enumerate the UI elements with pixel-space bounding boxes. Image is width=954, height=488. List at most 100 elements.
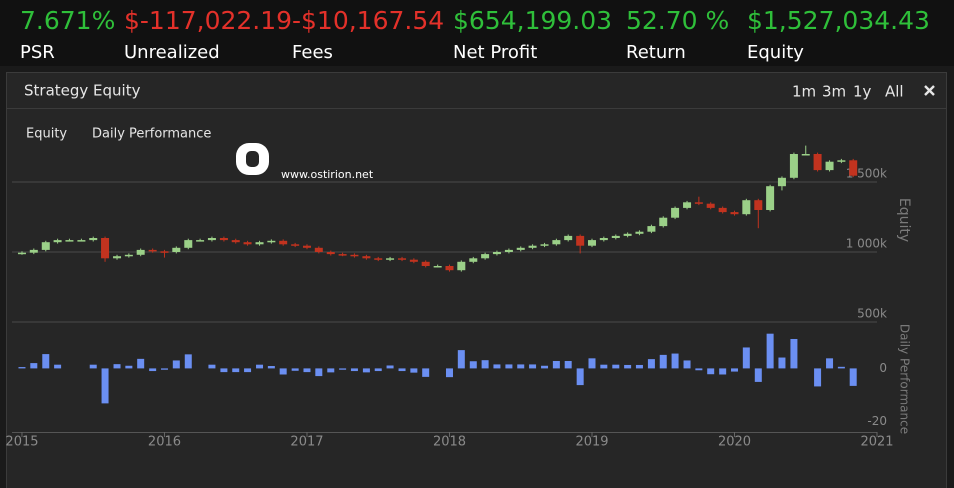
candle-body (599, 238, 608, 241)
bar (529, 364, 537, 369)
candle-body (29, 249, 38, 253)
bar (220, 368, 228, 373)
candle-body (706, 203, 715, 208)
candle-body (576, 235, 585, 246)
bar (754, 368, 762, 382)
x-tick-label: 2021 (860, 435, 893, 450)
watermark-text: www.ostirion.net (281, 168, 374, 181)
bar (386, 365, 394, 369)
bar (659, 354, 667, 369)
candle-body (267, 240, 276, 243)
candle-body (587, 240, 596, 246)
bar (564, 360, 572, 369)
legend-item[interactable]: Equity (26, 127, 67, 142)
close-icon[interactable] (924, 85, 935, 96)
bar (517, 364, 525, 369)
bar (291, 368, 299, 371)
range-button[interactable]: 3m (822, 83, 846, 101)
bar (422, 368, 430, 377)
bar (208, 364, 216, 369)
candle-body (837, 160, 846, 162)
y-tick-label: 1 000k (846, 237, 887, 251)
stat-label: Fees (292, 42, 333, 63)
bar (588, 358, 596, 369)
bar (339, 368, 347, 370)
bar (671, 353, 679, 369)
candle-body (386, 258, 395, 260)
bar (54, 364, 62, 369)
bar (647, 359, 655, 369)
x-tick-label: 2020 (718, 435, 751, 450)
candle-body (136, 249, 145, 255)
bar (612, 364, 620, 369)
bar (445, 368, 453, 378)
candle-body (659, 217, 668, 227)
bar (707, 368, 715, 375)
candle-body (647, 226, 656, 232)
bar (600, 364, 608, 369)
candle-body (101, 238, 110, 259)
candle-body (53, 240, 62, 243)
range-button[interactable]: 1y (853, 83, 872, 101)
candle-body (302, 245, 311, 248)
stat-value: 52.70 % (626, 6, 729, 35)
x-tick-label: 2019 (575, 435, 608, 450)
candle-body (207, 238, 216, 241)
candle-body (504, 249, 513, 252)
bar (766, 333, 774, 369)
candle-body (813, 154, 822, 171)
candle-body (184, 240, 193, 248)
candle-body (326, 252, 335, 255)
candle-body (89, 238, 98, 241)
bar (730, 368, 738, 372)
stat-value: $-117,022.19 (124, 6, 292, 35)
candle-body (671, 207, 680, 218)
bar (398, 368, 406, 372)
candle-body (350, 254, 359, 257)
x-tick-label: 2016 (148, 435, 181, 450)
bar (172, 360, 180, 369)
bar (232, 368, 240, 373)
y-tick-label: 0 (879, 361, 887, 375)
y-axis-label: Equity (896, 198, 912, 242)
bar (505, 364, 513, 369)
candle-body (552, 240, 561, 245)
bar (814, 368, 822, 387)
bar (18, 367, 26, 369)
bar (362, 368, 370, 373)
bar (267, 366, 275, 369)
bar (42, 354, 50, 369)
watermark-logo (236, 143, 269, 175)
bar (469, 361, 477, 369)
bar (303, 368, 311, 373)
candle-body (255, 242, 264, 245)
x-tick-label: 2015 (5, 435, 38, 450)
equity-panel (6, 72, 947, 488)
bar (101, 368, 109, 404)
panel-title: Strategy Equity (24, 82, 141, 100)
stat-value: -$10,167.54 (292, 6, 444, 35)
candle-body (421, 261, 430, 266)
legend-item[interactable]: Daily Performance (92, 127, 211, 142)
candle-body (338, 254, 347, 256)
candle-body (172, 247, 181, 252)
range-button[interactable]: 1m (792, 83, 816, 101)
candle-body (516, 247, 525, 250)
candle-body (635, 231, 644, 234)
range-button[interactable]: All (885, 83, 904, 101)
bar (256, 364, 264, 369)
bar (125, 365, 133, 369)
candle-body (77, 240, 86, 242)
bar (457, 350, 465, 369)
bar (576, 368, 584, 386)
candle-body (825, 161, 834, 171)
candle-body (611, 235, 620, 238)
bar (493, 364, 501, 369)
stat-value: $654,199.03 (453, 6, 612, 35)
candle-body (409, 259, 418, 262)
candle-body (469, 258, 478, 262)
bar (742, 347, 750, 369)
candle-body (754, 200, 763, 210)
candle-body (231, 240, 240, 243)
